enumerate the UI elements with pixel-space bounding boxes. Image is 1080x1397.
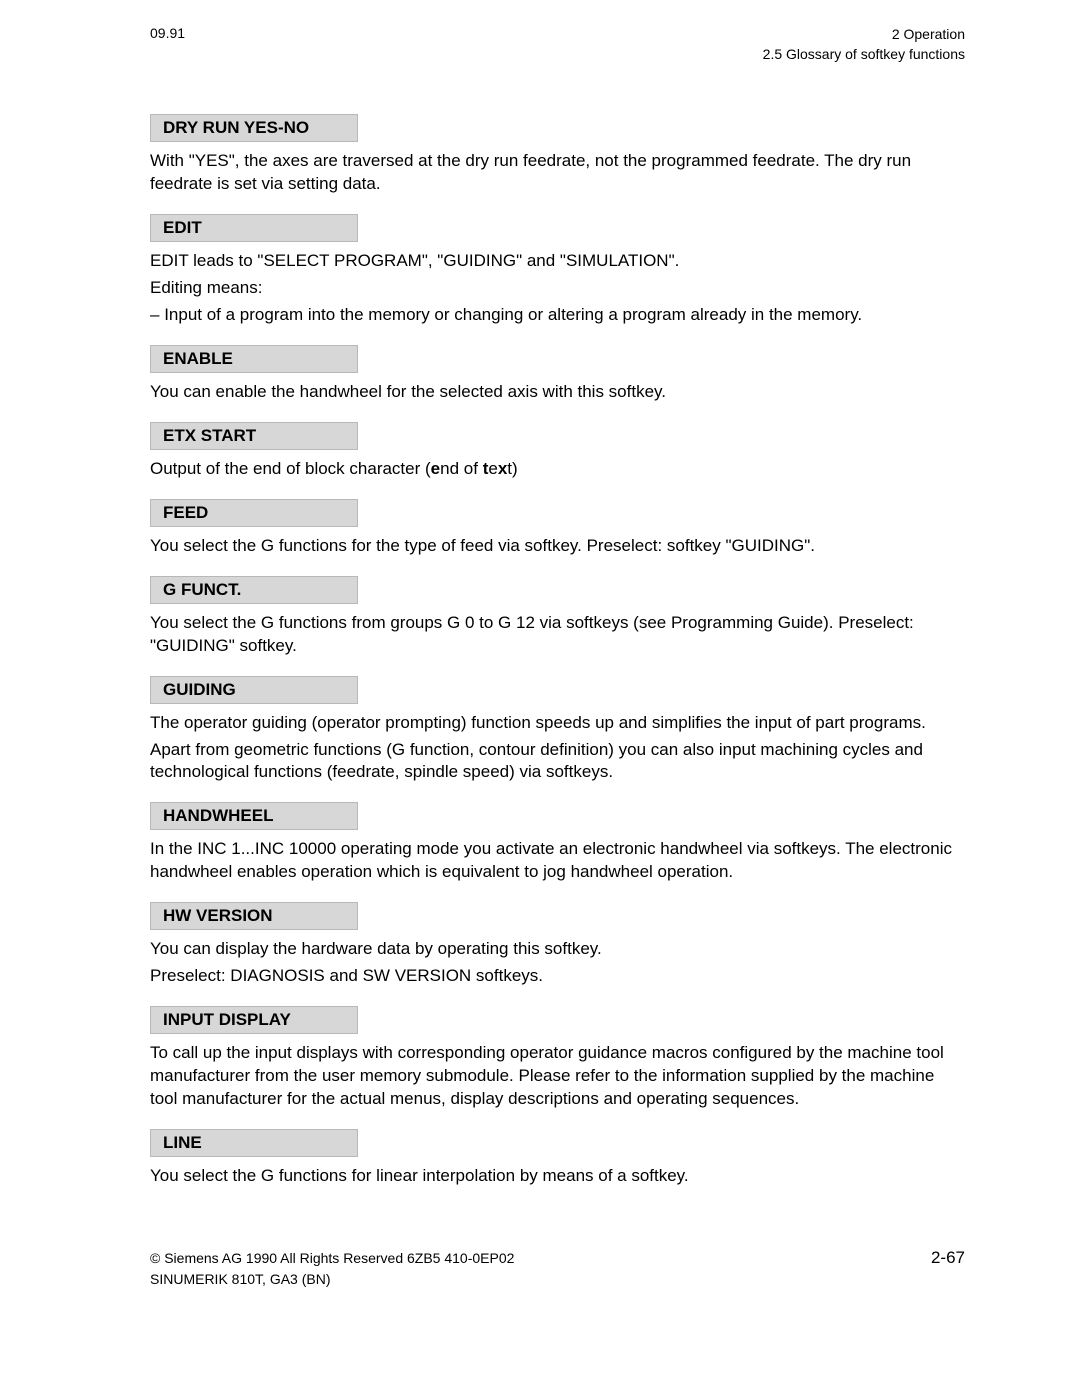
body-text: Output of the end of block character (en…: [150, 458, 965, 481]
header-chapter: 2 Operation: [763, 25, 965, 45]
softkey-enable: ENABLE: [150, 345, 358, 373]
body-text: You can display the hardware data by ope…: [150, 938, 965, 961]
body-text: You select the G functions for linear in…: [150, 1165, 965, 1188]
body-text: In the INC 1...INC 10000 operating mode …: [150, 838, 965, 884]
list-item: Input of a program into the memory or ch…: [150, 304, 965, 327]
section-input-display: INPUT DISPLAY To call up the input displ…: [150, 1006, 965, 1111]
text-part: t): [507, 459, 517, 478]
softkey-handwheel: HANDWHEEL: [150, 802, 358, 830]
text-part: nd of: [440, 459, 483, 478]
footer-page-number: 2-67: [931, 1248, 965, 1268]
page-footer: © Siemens AG 1990 All Rights Reserved 6Z…: [150, 1248, 965, 1290]
section-guiding: GUIDING The operator guiding (operator p…: [150, 676, 965, 785]
body-text: You select the G functions for the type …: [150, 535, 965, 558]
text-part: e: [488, 459, 497, 478]
softkey-g-funct: G FUNCT.: [150, 576, 358, 604]
bold-x: x: [498, 459, 507, 478]
section-handwheel: HANDWHEEL In the INC 1...INC 10000 opera…: [150, 802, 965, 884]
section-etx-start: ETX START Output of the end of block cha…: [150, 422, 965, 481]
section-hw-version: HW VERSION You can display the hardware …: [150, 902, 965, 988]
softkey-feed: FEED: [150, 499, 358, 527]
softkey-edit: EDIT: [150, 214, 358, 242]
softkey-guiding: GUIDING: [150, 676, 358, 704]
section-feed: FEED You select the G functions for the …: [150, 499, 965, 558]
softkey-hw-version: HW VERSION: [150, 902, 358, 930]
body-text: To call up the input displays with corre…: [150, 1042, 965, 1111]
section-edit: EDIT EDIT leads to "SELECT PROGRAM", "GU…: [150, 214, 965, 327]
header-section: 2 Operation 2.5 Glossary of softkey func…: [763, 25, 965, 64]
section-g-funct: G FUNCT. You select the G functions from…: [150, 576, 965, 658]
body-text: EDIT leads to "SELECT PROGRAM", "GUIDING…: [150, 250, 965, 273]
body-text: The operator guiding (operator prompting…: [150, 712, 965, 735]
body-text: With "YES", the axes are traversed at th…: [150, 150, 965, 196]
body-text: Preselect: DIAGNOSIS and SW VERSION soft…: [150, 965, 965, 988]
body-text: You can enable the handwheel for the sel…: [150, 381, 965, 404]
footer-copyright: © Siemens AG 1990 All Rights Reserved 6Z…: [150, 1248, 514, 1269]
bold-e: e: [431, 459, 440, 478]
page-header: 09.91 2 Operation 2.5 Glossary of softke…: [150, 25, 965, 64]
softkey-line: LINE: [150, 1129, 358, 1157]
footer-left: © Siemens AG 1990 All Rights Reserved 6Z…: [150, 1248, 514, 1290]
body-text: You select the G functions from groups G…: [150, 612, 965, 658]
header-date: 09.91: [150, 25, 185, 64]
header-subsection: 2.5 Glossary of softkey functions: [763, 45, 965, 65]
softkey-etx-start: ETX START: [150, 422, 358, 450]
text-part: Output of the end of block character (: [150, 459, 431, 478]
section-dry-run: DRY RUN YES-NO With "YES", the axes are …: [150, 114, 965, 196]
body-text: Editing means:: [150, 277, 965, 300]
section-enable: ENABLE You can enable the handwheel for …: [150, 345, 965, 404]
footer-product: SINUMERIK 810T, GA3 (BN): [150, 1269, 514, 1290]
softkey-input-display: INPUT DISPLAY: [150, 1006, 358, 1034]
softkey-dry-run: DRY RUN YES-NO: [150, 114, 358, 142]
body-text: Apart from geometric functions (G functi…: [150, 739, 965, 785]
section-line: LINE You select the G functions for line…: [150, 1129, 965, 1188]
